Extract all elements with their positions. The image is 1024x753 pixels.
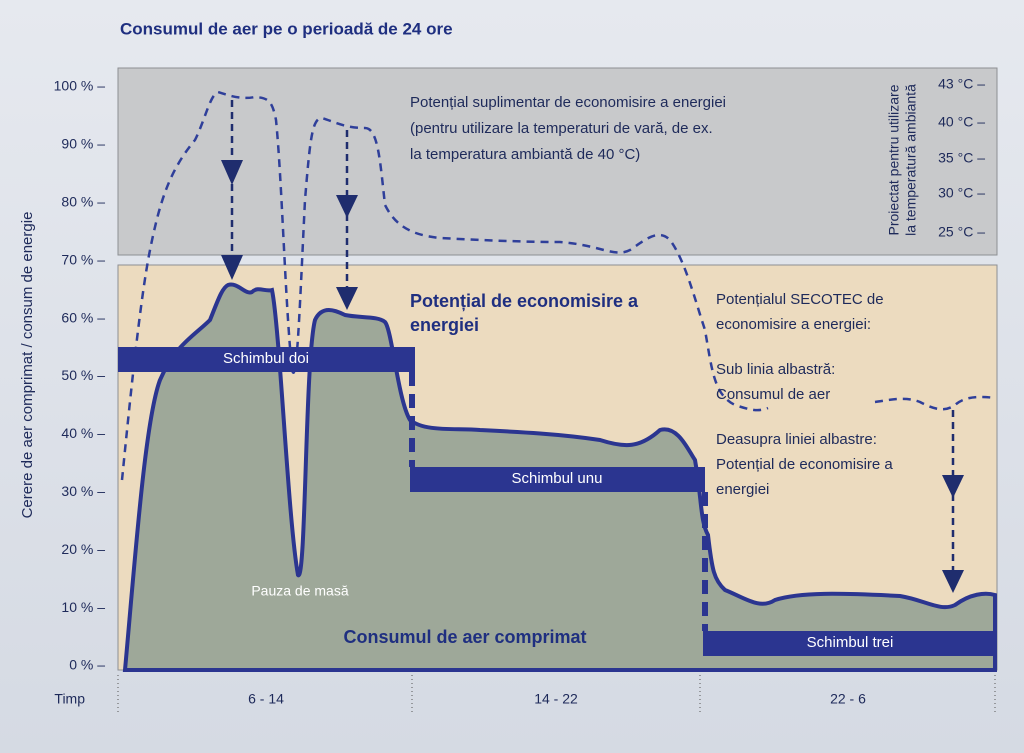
- secotec-text: Potențial de economisire a: [716, 456, 893, 473]
- y-tick-label: 0 % –: [69, 657, 105, 673]
- temperature-tick: 30 °C –: [938, 185, 985, 201]
- secotec-text: Deasupra liniei albastre:: [716, 431, 877, 448]
- y-axis-label: Cerere de aer comprimat / consum de ener…: [19, 212, 36, 519]
- y-tick-label: 50 % –: [61, 367, 105, 383]
- shift-change: [409, 372, 708, 631]
- shift-label: Schimbul trei: [807, 634, 894, 651]
- potential-curve: [120, 90, 996, 481]
- y-tick-label: 10 % –: [61, 599, 105, 615]
- temperature-label: la temperatură ambiantă: [903, 84, 919, 236]
- y-tick-label: 60 % –: [61, 309, 105, 325]
- saving-label: Potențial de economisire a: [410, 291, 639, 311]
- y-tick-label: 30 % –: [61, 483, 105, 499]
- y-tick-label: 70 % –: [61, 251, 105, 267]
- period: 22 - 6: [830, 691, 866, 707]
- shift-label: Schimbul doi: [223, 350, 309, 367]
- secotec-text: energiei: [716, 481, 769, 498]
- temperature-tick: 43 °C –: [938, 76, 985, 92]
- x-axis-label: Timp: [54, 691, 85, 707]
- extra-potential-text: (pentru utilizare la temperaturi de vară…: [410, 120, 713, 137]
- arrow-head: [221, 160, 964, 593]
- extra-potential-text: Potențial suplimentar de economisire a e…: [410, 94, 726, 111]
- shift-bar: [118, 347, 997, 656]
- period: 14 - 22: [534, 691, 578, 707]
- saving-label: energiei: [410, 315, 479, 335]
- arrow-line: [230, 100, 955, 575]
- y-tick-label: 40 % –: [61, 425, 105, 441]
- y-tick-label: 100 % –: [54, 78, 106, 94]
- y-tick-label: 90 % –: [61, 136, 105, 152]
- temperature-tick: 25 °C –: [938, 224, 985, 240]
- title: Consumul de aer pe o perioadă de 24 ore: [120, 19, 453, 38]
- y-tick-label: 80 % –: [61, 194, 105, 210]
- temperature-tick: 40 °C –: [938, 114, 985, 130]
- shift-label: Schimbul unu: [512, 470, 603, 487]
- secotec-text: Potențialul SECOTEC de: [716, 291, 884, 308]
- lunch-break: Pauza de masă: [251, 583, 348, 599]
- secotec-text: Sub linia albastră:: [716, 361, 835, 378]
- secotec-text: economisire a energiei:: [716, 316, 871, 333]
- temperature-tick: 35 °C –: [938, 150, 985, 166]
- period: 6 - 14: [248, 691, 284, 707]
- secotec-text: Consumul de aer: [716, 386, 830, 403]
- temperature-label: Proiectat pentru utilizare: [886, 84, 902, 235]
- extra-potential-text: la temperatura ambiantă de 40 °C): [410, 146, 640, 163]
- consumption-label: Consumul de aer comprimat: [343, 627, 586, 647]
- y-tick-label: 20 % –: [61, 541, 105, 557]
